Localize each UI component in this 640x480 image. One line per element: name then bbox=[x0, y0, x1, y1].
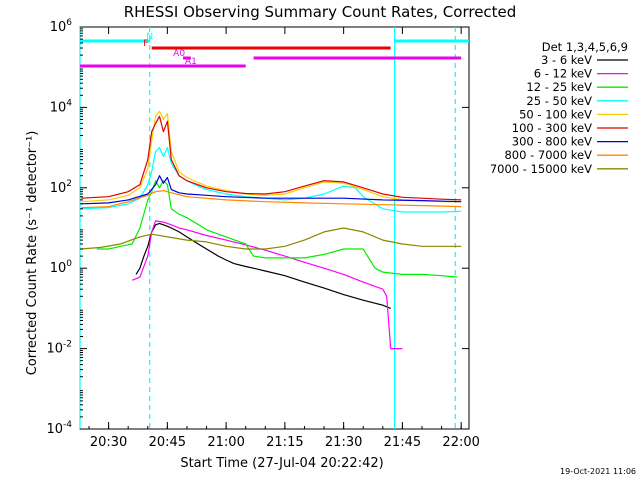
x-axis-label: Start Time (27-Jul-04 20:22:42) bbox=[180, 456, 383, 471]
y-axis-label: Corrected Count Rate (s⁻¹ detector⁻¹) bbox=[25, 131, 40, 376]
legend-label-5: 50 - 100 keV bbox=[519, 107, 592, 121]
legend-label-6: 100 - 300 keV bbox=[512, 121, 592, 135]
series-line-5 bbox=[81, 110, 462, 203]
date-stamp: 19-Oct-2021 11:06 bbox=[560, 467, 636, 476]
legend-label-8: 800 - 7000 keV bbox=[504, 148, 592, 162]
series-line-9 bbox=[81, 227, 462, 250]
series-layer bbox=[81, 110, 462, 350]
axes: 20:30 20:45 21:00 21:15 21:30 21:45 22:00 10-4 1… bbox=[46, 18, 479, 450]
y-tick-label: 106 bbox=[50, 18, 73, 35]
annotation-label-a1: A1 bbox=[185, 57, 197, 67]
y-tick-label: 102 bbox=[50, 179, 72, 196]
x-tick-label: 21:45 bbox=[384, 435, 421, 450]
series-line-7 bbox=[81, 175, 462, 205]
x-tick-label: 21:15 bbox=[266, 435, 303, 450]
annotation-bar-n bbox=[80, 39, 150, 43]
series-line-2 bbox=[131, 220, 403, 350]
y-tick-label: 10-2 bbox=[46, 340, 72, 357]
annotation-label-n: N bbox=[146, 32, 153, 42]
y-tick-label: 100 bbox=[50, 259, 73, 276]
annotation-bar-a0 bbox=[253, 56, 462, 60]
annotation-bar-f bbox=[151, 46, 391, 50]
annotation-bar-n bbox=[394, 39, 469, 43]
series-line-6 bbox=[81, 115, 462, 201]
y-tick-label: 104 bbox=[50, 98, 73, 115]
annotation-label-f: F bbox=[143, 39, 148, 49]
legend-label-4: 25 - 50 keV bbox=[526, 94, 592, 108]
legend-label-3: 12 - 25 keV bbox=[526, 80, 592, 94]
x-tick-label: 22:00 bbox=[442, 435, 479, 450]
annotation-bar-a0 bbox=[183, 56, 191, 60]
x-tick-label: 21:30 bbox=[325, 435, 362, 450]
legend-label-7: 300 - 800 keV bbox=[512, 135, 592, 149]
legend-label-9: 7000 - 15000 keV bbox=[490, 162, 592, 176]
x-tick-label: 20:30 bbox=[90, 435, 127, 450]
legend-label-1: 3 - 6 keV bbox=[541, 53, 592, 67]
x-tick-label: 20:45 bbox=[149, 435, 186, 450]
x-tick-label: 21:00 bbox=[207, 435, 244, 450]
chart-title: RHESSI Observing Summary Count Rates, Co… bbox=[124, 3, 517, 21]
legend-label-2: 6 - 12 keV bbox=[534, 67, 592, 81]
series-line-8 bbox=[81, 190, 462, 209]
time-markers bbox=[79, 27, 456, 429]
annotation-bar-a1 bbox=[80, 64, 246, 68]
legend-title: Det 1,3,4,5,6,9 bbox=[542, 40, 628, 54]
series-line-4 bbox=[81, 147, 462, 213]
annotation-label-a0: A0 bbox=[173, 49, 185, 59]
series-line-3 bbox=[96, 180, 458, 278]
y-tick-label: 10-4 bbox=[46, 420, 72, 437]
